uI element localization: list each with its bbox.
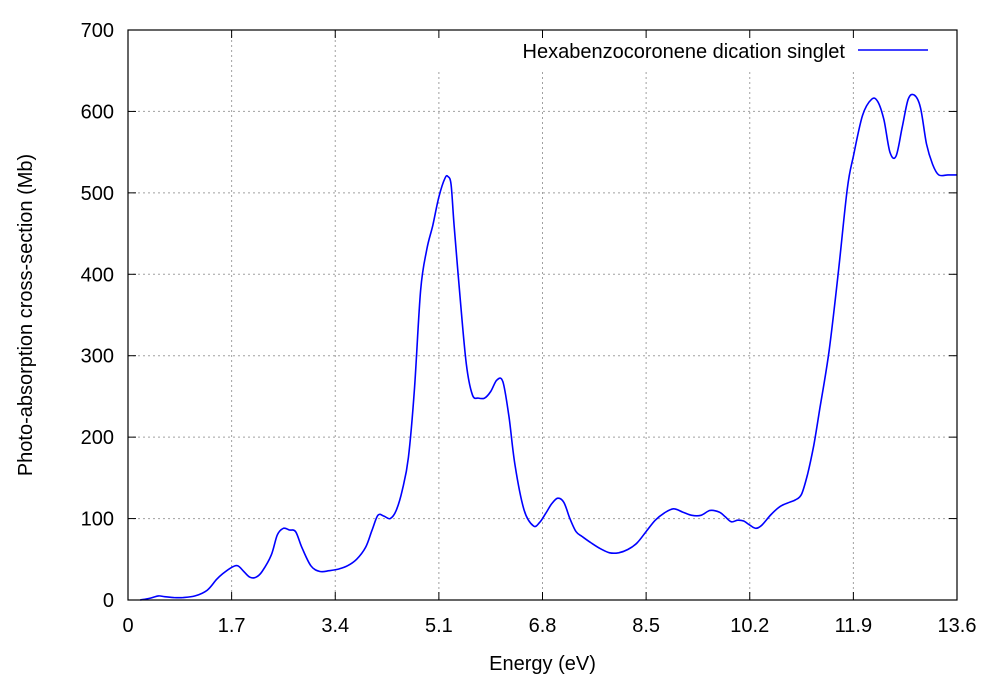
x-tick-label: 3.4 [321, 615, 349, 637]
plot-frame [127, 29, 958, 601]
legend-entry-label: Hexabenzocoronene dication singlet [523, 41, 846, 63]
x-tick-label: 0 [122, 615, 133, 637]
series-line [140, 93, 957, 601]
x-tick-label: 10.2 [730, 615, 769, 637]
y-tick-label: 700 [81, 20, 114, 42]
grid-lines [128, 30, 957, 600]
y-tick-label: 500 [81, 183, 114, 205]
x-tick-label: 13.6 [938, 615, 977, 637]
x-tick-label: 6.8 [529, 615, 557, 637]
y-axis-label: Photo-absorption cross-section (Mb) [15, 154, 37, 476]
y-tick-label: 100 [81, 509, 114, 531]
x-tick-label: 8.5 [632, 615, 660, 637]
legend: Hexabenzocoronene dication singlet [523, 41, 928, 63]
y-tick-label: 0 [103, 590, 114, 612]
y-tick-labels: 0 100 200 300 400 500 600 700 [81, 20, 114, 612]
x-axis-label: Energy (eV) [489, 653, 596, 675]
x-tick-labels: 0 1.7 3.4 5.1 6.8 8.5 10.2 11.9 13.6 [122, 615, 976, 637]
x-tick-label: 1.7 [218, 615, 246, 637]
y-tick-label: 300 [81, 346, 114, 368]
y-tick-label: 400 [81, 264, 114, 286]
series-layer [140, 93, 957, 601]
x-tick-label: 5.1 [425, 615, 453, 637]
axis-ticks [127, 29, 958, 601]
y-tick-label: 200 [81, 427, 114, 449]
x-tick-label: 11.9 [835, 615, 872, 637]
y-tick-label: 600 [81, 101, 114, 123]
